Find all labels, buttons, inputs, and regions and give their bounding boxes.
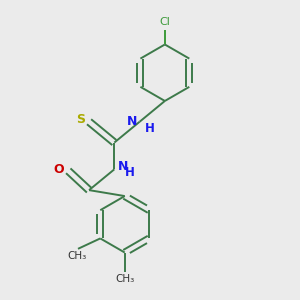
Text: Cl: Cl (159, 17, 170, 27)
Text: O: O (53, 163, 64, 176)
Text: H: H (145, 122, 155, 135)
Text: CH₃: CH₃ (67, 251, 86, 261)
Text: CH₃: CH₃ (115, 274, 134, 284)
Text: H: H (125, 167, 135, 179)
Text: S: S (76, 113, 85, 126)
Text: N: N (127, 115, 137, 128)
Text: N: N (118, 160, 128, 173)
